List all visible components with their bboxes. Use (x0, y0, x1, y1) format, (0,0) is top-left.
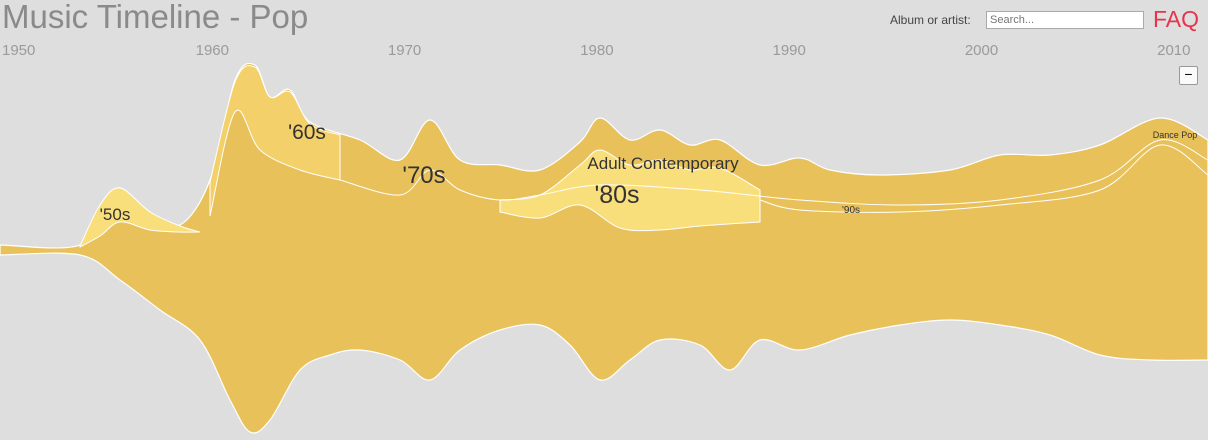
sixties-layer (209, 65, 341, 217)
nineties-layer (759, 144, 1208, 213)
layer-label: '50s (100, 205, 131, 224)
seventies-layer (339, 139, 1208, 206)
layer-label: '90s (842, 205, 860, 216)
year-label: 2010 (1157, 42, 1191, 59)
faq-link[interactable]: FAQ (1153, 6, 1200, 32)
search-input[interactable] (986, 11, 1144, 29)
year-label: 1970 (387, 42, 422, 59)
eighties-layer (499, 149, 761, 232)
year-label: 1980 (580, 42, 614, 59)
page-title: Music Timeline - Pop (2, 0, 309, 35)
layer-label: '60s (288, 121, 326, 144)
layer-label: '70s (402, 162, 445, 189)
year-label: 2000 (964, 42, 999, 59)
pop-layer (0, 62, 1208, 434)
layer-label: Dance Pop (1153, 130, 1198, 140)
zoom-button[interactable]: − (1179, 66, 1198, 85)
fifties-layer (79, 187, 201, 248)
year-label: 1960 (195, 42, 229, 59)
layer-label: '80s (594, 181, 639, 209)
year-label: 1990 (772, 42, 806, 59)
search-label: Album or artist: (890, 13, 971, 27)
layer-label: Adult Contemporary (587, 154, 739, 173)
year-label: 1950 (2, 42, 36, 59)
